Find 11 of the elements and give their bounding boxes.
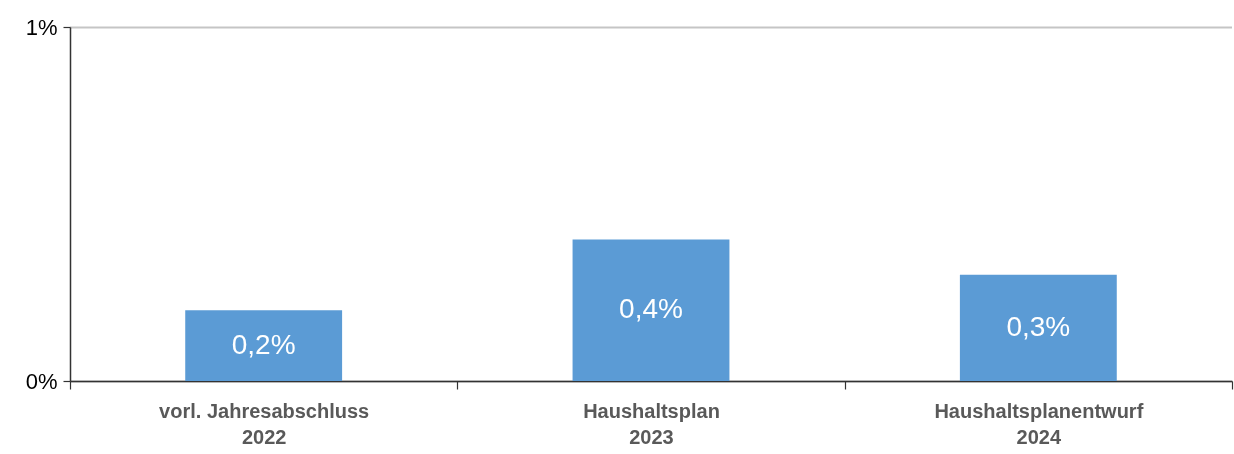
y-tick-label: 0% xyxy=(25,368,58,394)
bar xyxy=(959,274,1117,381)
y-tick-label: 1% xyxy=(25,14,58,40)
data-label: 0,4% xyxy=(619,293,683,325)
bar xyxy=(572,239,730,381)
data-label: 0,3% xyxy=(1006,310,1071,342)
x-tick-label: vorl. Jahresabschluss 2022 xyxy=(159,399,370,448)
x-tick-label: Haushaltsplanentwurf 2024 xyxy=(934,399,1144,448)
bar xyxy=(185,310,343,381)
x-tick-label: Haushaltsplan 2023 xyxy=(583,399,720,448)
data-label: 0,2% xyxy=(231,328,296,360)
